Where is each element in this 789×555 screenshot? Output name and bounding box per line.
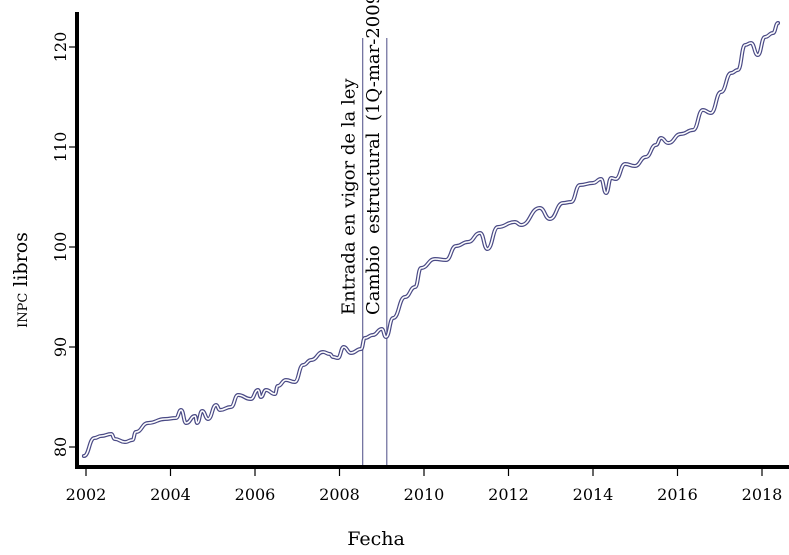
x-tick-label: 2006: [235, 485, 276, 504]
y-tick-label: 80: [51, 437, 70, 457]
annotation-label: Entrada en vigor de la ley: [339, 78, 360, 315]
y-tick-label: 90: [51, 337, 70, 357]
x-tick-label: 2012: [488, 485, 529, 504]
y-tick-label: 100: [51, 232, 70, 263]
x-tick-label: 2002: [66, 485, 107, 504]
x-tick-label: 2014: [573, 485, 614, 504]
x-tick-label: 2018: [742, 485, 783, 504]
y-tick-label: 110: [51, 132, 70, 163]
y-axis-label-rest: libros: [10, 232, 32, 287]
annotation-layer: Entrada en vigor de la ley Cambio estruct…: [339, 0, 388, 467]
y-axis-label: INPC libros: [10, 232, 32, 328]
x-tick-label: 2016: [657, 485, 698, 504]
y-ticks: 80 90 100 110 120: [51, 32, 77, 457]
annotation-label: Cambio estructural (1Q-mar-2009): [363, 0, 384, 315]
y-axis-label-smallcaps: INPC: [16, 293, 31, 328]
series-layer: [81, 21, 781, 458]
x-tick-label: 2004: [150, 485, 191, 504]
y-tick-label: 120: [51, 32, 70, 63]
x-tick-label: 2008: [319, 485, 360, 504]
x-ticks: 2002 2004 2006 2008 2010 2012 2014 2016 2018: [66, 467, 783, 504]
x-tick-label: 2010: [404, 485, 445, 504]
x-axis-label: Fecha: [347, 528, 405, 550]
series-line-outline: [81, 21, 781, 458]
series-line: [83, 22, 779, 457]
